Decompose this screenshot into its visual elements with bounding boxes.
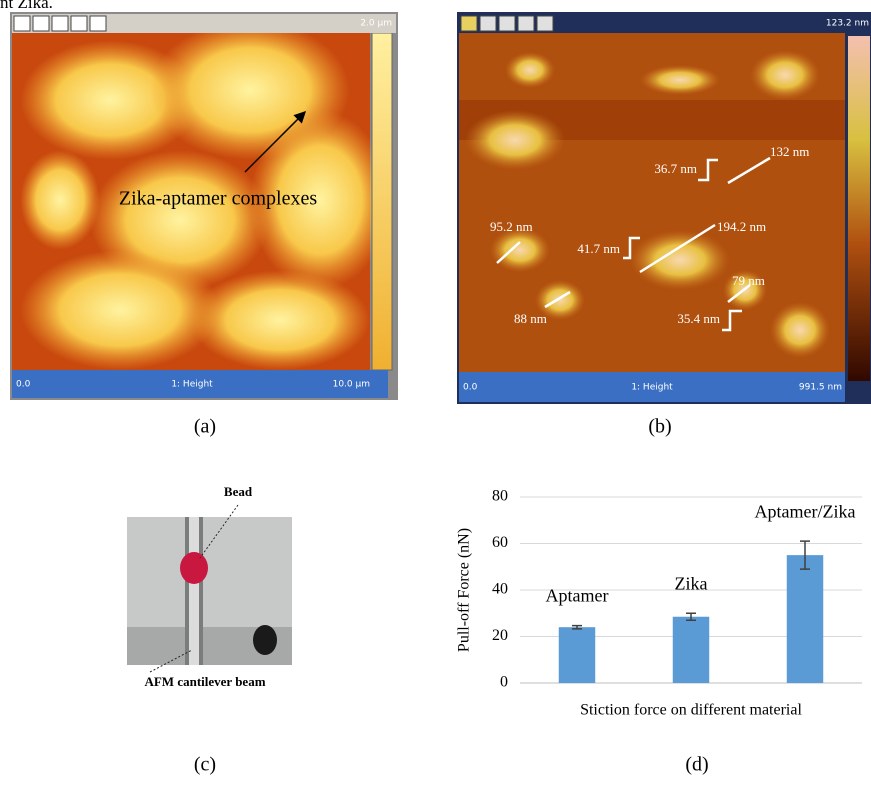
figure: nt Zika. 2.0 µm 0.0 1: Height 10.0 µm Zi… <box>0 0 871 801</box>
channel-label: 1: Height <box>171 380 213 390</box>
measurement-label: 88 nm <box>514 311 547 326</box>
scale-max: 2.0 µm <box>360 19 392 29</box>
measurement-label: 35.4 nm <box>677 311 720 326</box>
y-tick-label: 60 <box>492 534 508 551</box>
scale-max: 123.2 nm <box>826 19 869 29</box>
label: AFM cantilever beam <box>144 674 265 689</box>
axis-end: 10.0 µm <box>333 380 370 390</box>
category-label: Zika <box>675 573 708 593</box>
measurement-label: 36.7 nm <box>654 161 697 176</box>
annotation: Zika-aptamer complexes <box>119 188 317 210</box>
y-axis-title: Pull-off Force (nN) <box>456 528 473 652</box>
measurement-label: 132 nm <box>770 144 809 159</box>
label: Bead <box>224 484 253 499</box>
caption: (c) <box>194 754 216 776</box>
axis-start: 0.0 <box>16 380 31 390</box>
measurement-label: 95.2 nm <box>490 219 533 234</box>
x-axis-title: Stiction force on different material <box>580 702 802 719</box>
category-label: Aptamer <box>546 586 609 606</box>
caption: (a) <box>194 416 216 438</box>
afm-image-b <box>457 12 871 404</box>
channel-label: 1: Height <box>631 383 673 393</box>
y-tick-label: 20 <box>492 627 508 644</box>
bar <box>787 555 823 683</box>
bar <box>673 617 709 683</box>
category-label: Aptamer/Zika <box>755 501 856 521</box>
axis-start: 0.0 <box>463 383 478 393</box>
bar <box>559 627 595 683</box>
text-fragment: nt Zika. <box>0 0 53 12</box>
y-tick-label: 80 <box>492 488 508 505</box>
y-tick-label: 0 <box>500 674 508 691</box>
y-tick-label: 40 <box>492 581 508 598</box>
measurement-label: 41.7 nm <box>577 241 620 256</box>
axis-end: 991.5 nm <box>799 383 842 393</box>
measurement-label: 79 nm <box>732 273 765 288</box>
caption: (b) <box>648 416 671 438</box>
measurement-label: 194.2 nm <box>717 219 766 234</box>
photo <box>127 505 292 672</box>
caption: (d) <box>685 754 708 776</box>
